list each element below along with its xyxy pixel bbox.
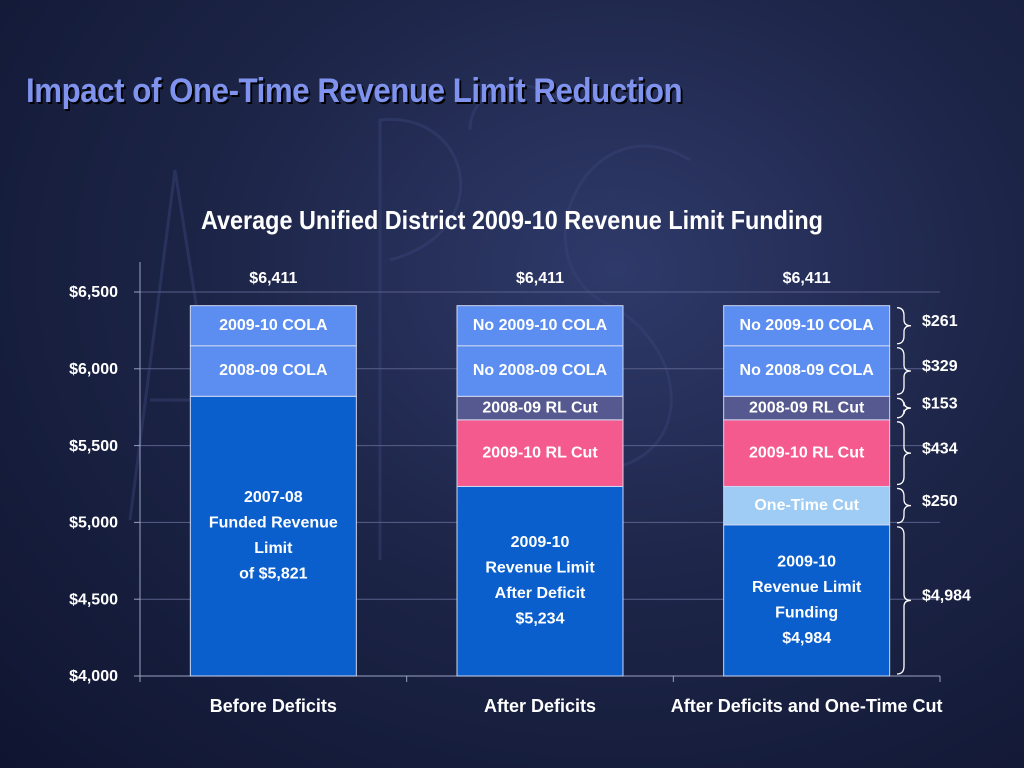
- bar-segment: [189, 345, 357, 397]
- bar-segment-label: 2008-09 COLA: [219, 362, 328, 379]
- y-tick-label: $5,500: [69, 438, 118, 455]
- bar-segment-label: $4,984: [782, 630, 831, 647]
- brace: [896, 526, 912, 675]
- y-tick-label: $5,000: [69, 515, 118, 532]
- bar-segment-label: No 2009-10 COLA: [473, 317, 608, 334]
- brace: [896, 487, 912, 524]
- x-tick-label: After Deficits and One-Time Cut: [671, 696, 943, 716]
- bar-segment-label: $5,234: [516, 611, 565, 628]
- bar-segment: [723, 305, 891, 347]
- bar-segment: [456, 419, 624, 487]
- bar-segment: [189, 395, 357, 677]
- y-tick-label: $4,500: [69, 591, 118, 608]
- y-tick-label: $6,500: [69, 284, 118, 301]
- y-tick-label: $4,000: [69, 668, 118, 685]
- bar-segment: [723, 419, 891, 487]
- bar-segment-label: Funding: [775, 604, 838, 621]
- bar-segment-label: One-Time Cut: [754, 497, 859, 514]
- bar-segment-label: 2009-10 RL Cut: [749, 444, 865, 461]
- annotation-label: $153: [922, 395, 958, 412]
- annotation-label: $4,984: [922, 588, 971, 605]
- bar-segment-label: 2009-10: [777, 553, 836, 570]
- bar-segment-label: 2009-10 COLA: [219, 317, 328, 334]
- bar-total-label: $6,411: [783, 270, 831, 287]
- bar-segment-label: No 2008-09 COLA: [740, 362, 875, 379]
- bar-segment-label: 2009-10: [511, 534, 570, 551]
- brace: [896, 421, 912, 486]
- bar-segment: [456, 345, 624, 397]
- bar-segment-label: Limit: [254, 540, 293, 557]
- bar-segment: [189, 305, 357, 347]
- bar-segment: [723, 485, 891, 526]
- bar-segment-label: Revenue Limit: [485, 560, 595, 577]
- bar-segment: [723, 524, 891, 677]
- bar-segment-label: 2009-10 RL Cut: [482, 444, 598, 461]
- bar-segment: [456, 305, 624, 347]
- brace: [896, 307, 912, 345]
- chart-title: Average Unified District 2009-10 Revenue…: [200, 205, 823, 235]
- annotation-label: $261: [922, 313, 958, 330]
- bar-segment-label: No 2009-10 COLA: [740, 317, 875, 334]
- bar-segment-label: 2007-08: [244, 489, 303, 506]
- bar-segment: [723, 345, 891, 397]
- bar-segment-label: of $5,821: [239, 566, 308, 583]
- brace: [896, 397, 912, 419]
- bar-segment-label: After Deficit: [495, 585, 586, 602]
- brace: [896, 347, 912, 395]
- annotation-label: $329: [922, 358, 958, 375]
- annotation-label: $250: [922, 493, 958, 510]
- x-tick-label: Before Deficits: [210, 696, 337, 716]
- slide-title: Impact of One-Time Revenue Limit Reducti…: [26, 72, 683, 110]
- bar-segment-label: 2008-09 RL Cut: [482, 399, 598, 416]
- annotation-label: $434: [922, 440, 958, 457]
- bar-total-label: $6,411: [249, 270, 297, 287]
- bar-segment-label: Revenue Limit: [752, 579, 862, 596]
- bar-segment-label: Funded Revenue: [209, 515, 338, 532]
- x-tick-label: After Deficits: [484, 696, 596, 716]
- bar-segment-label: 2008-09 RL Cut: [749, 399, 865, 416]
- y-tick-label: $6,000: [69, 361, 118, 378]
- bar-segment: [456, 485, 624, 677]
- bar-segment-label: No 2008-09 COLA: [473, 362, 608, 379]
- bar-total-label: $6,411: [516, 270, 564, 287]
